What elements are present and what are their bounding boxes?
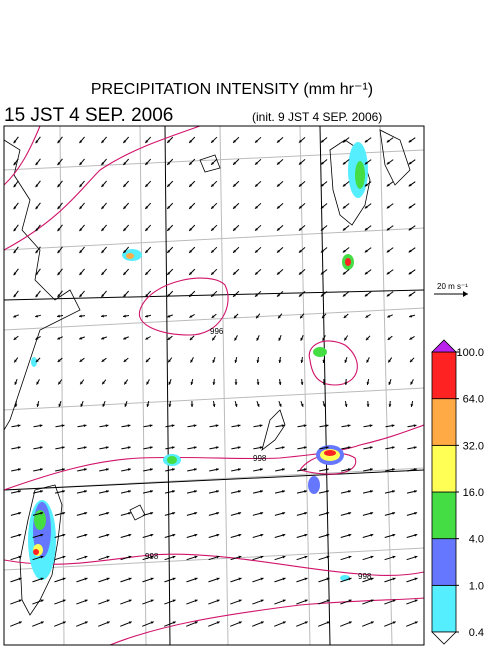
colorbar-segment	[432, 445, 456, 492]
graticule	[4, 126, 424, 645]
colorbar-under	[432, 632, 456, 644]
wind-vectors	[10, 137, 418, 627]
colorbar-segment	[432, 585, 456, 632]
title: PRECIPITATION INTENSITY (mm hr⁻¹)	[91, 81, 373, 98]
wind-scale-head	[463, 291, 468, 297]
colorbar-segment	[432, 539, 456, 586]
valid-time: 15 JST 4 SEP. 2006	[4, 105, 173, 126]
wind-head	[235, 382, 238, 385]
colorbar-label: 1.0	[469, 580, 484, 592]
colorbar-segment	[432, 492, 456, 539]
contour-label: 996	[210, 327, 224, 336]
contour-label: 998	[145, 552, 159, 561]
wind-scale: 20 m s⁻¹	[434, 282, 468, 297]
colorbar-segment	[432, 399, 456, 446]
colorbar-label: 32.0	[463, 440, 484, 452]
contour-label: 998	[253, 454, 267, 463]
wind-head	[213, 382, 216, 385]
colorbar-label: 16.0	[463, 487, 484, 499]
colorbar-label: 4.0	[469, 534, 484, 546]
coastlines	[4, 130, 410, 615]
colorbar-label: 100.0	[456, 347, 484, 359]
wind-head	[257, 382, 260, 385]
colorbar-label: 64.0	[463, 394, 484, 406]
map-content: 996 998 998 998	[4, 126, 424, 645]
init-time: (init. 9 JST 4 SEP. 2006)	[252, 110, 382, 124]
colorbar-segment	[432, 352, 456, 399]
colorbar-over	[432, 340, 456, 352]
map: 996 998 998 998	[4, 126, 424, 645]
colorbar: 0.4 1.0 4.0 16.0 32.0 64.0 100.0	[432, 340, 484, 644]
wind-head	[367, 404, 370, 407]
colorbar-label: 0.4	[469, 627, 484, 639]
wind-scale-label: 20 m s⁻¹	[437, 282, 468, 291]
wind-head	[389, 404, 392, 407]
contour-label: 998	[358, 572, 372, 581]
wind-head	[191, 404, 194, 407]
